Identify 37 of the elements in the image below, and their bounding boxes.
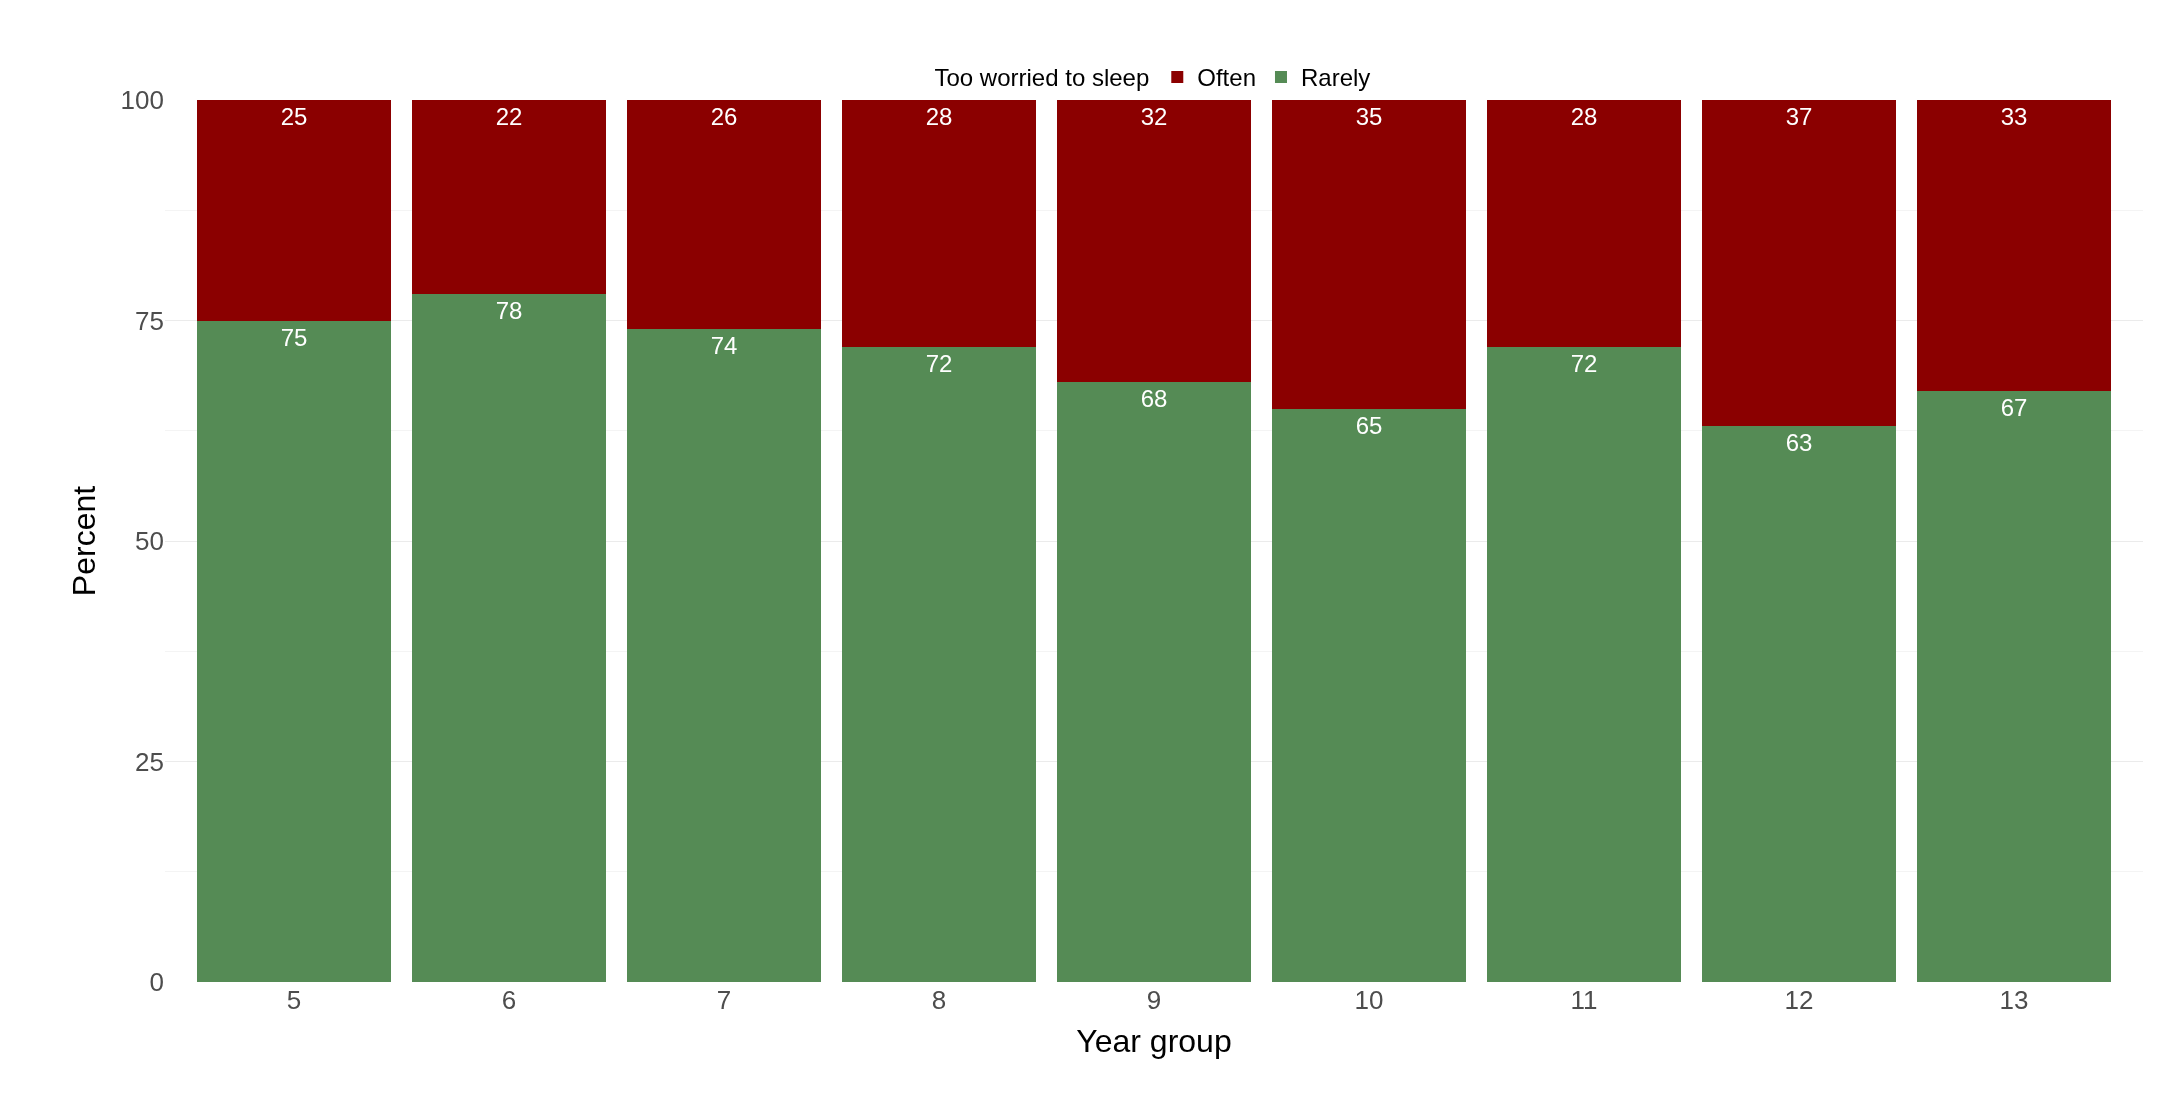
x-tick-label: 10 [1354,985,1384,1015]
y-tick-label: 25 [135,746,164,777]
data-label: 67 [2000,394,2028,422]
y-tick-label: 100 [120,85,164,116]
data-label: 63 [1785,429,1813,457]
data-label: 32 [1140,103,1168,130]
x-tick-label: 8 [931,985,947,1015]
data-label: 26 [710,103,738,130]
data-label: 22 [495,103,523,130]
x-tick-label: 11 [1570,985,1598,1015]
data-label: 74 [710,332,738,360]
data-label: 37 [1785,103,1813,130]
data-label: 35 [1355,103,1383,130]
data-label: 28 [925,103,953,130]
x-tick-label: 9 [1146,985,1162,1015]
x-tick-label: 6 [501,985,517,1015]
y-tick-label: 0 [149,967,164,998]
data-label: 72 [925,349,953,377]
data-label: 28 [1570,103,1598,130]
x-tick-label: 5 [286,985,302,1015]
data-label: 25 [280,103,308,130]
data-label: 68 [1140,385,1168,413]
legend-label: Often [1197,64,1256,92]
y-tick-label: 75 [135,305,164,336]
data-label: 65 [1355,411,1383,439]
data-label: 78 [495,297,523,325]
data-label: 72 [1570,349,1598,377]
legend-title: Too worried to sleep [934,64,1150,92]
x-axis-title: Year group [1076,1022,1232,1059]
x-tick-label: 7 [716,985,732,1015]
x-tick-label: 13 [1999,985,2029,1015]
data-label: 75 [280,323,308,351]
legend-label: Rarely [1300,64,1371,92]
x-tick-label: 12 [1784,985,1814,1015]
y-axis-title: Percent [65,485,102,597]
data-label: 33 [2000,103,2028,130]
y-tick-label: 50 [135,526,164,557]
